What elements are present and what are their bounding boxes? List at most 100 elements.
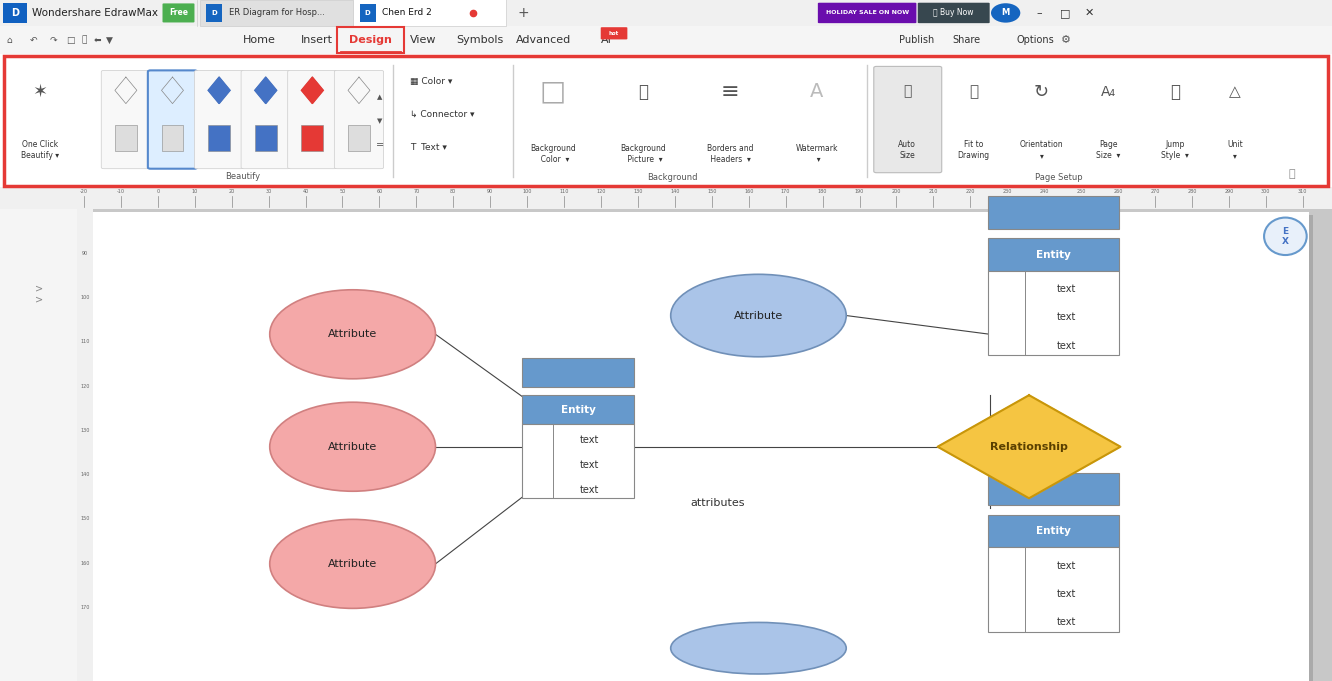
Text: 170: 170 [80, 605, 91, 610]
Bar [0, 26, 1332, 54]
Ellipse shape [270, 290, 436, 379]
Bar [988, 515, 1119, 548]
Text: 40: 40 [302, 189, 309, 193]
Text: △: △ [1229, 84, 1240, 99]
Bar [0, 54, 1332, 187]
Bar [4, 56, 1328, 186]
Text: 210: 210 [928, 189, 938, 193]
Text: 🛒 Buy Now: 🛒 Buy Now [934, 8, 974, 18]
Ellipse shape [991, 3, 1020, 22]
Text: 250: 250 [1076, 189, 1086, 193]
Text: 290: 290 [1224, 189, 1233, 193]
Text: Background: Background [647, 173, 698, 182]
FancyBboxPatch shape [163, 3, 194, 22]
Text: A: A [810, 82, 823, 101]
Text: text: text [1056, 617, 1076, 627]
Text: 60: 60 [376, 189, 382, 193]
Text: >
>: > > [35, 283, 43, 305]
Text: 170: 170 [781, 189, 790, 193]
Bar [988, 196, 1119, 229]
Text: 120: 120 [80, 383, 91, 389]
Text: T  Text ▾: T Text ▾ [410, 143, 448, 152]
Text: Share: Share [952, 35, 980, 45]
Text: ⤒: ⤒ [1169, 82, 1180, 101]
Text: 20: 20 [229, 189, 234, 193]
Text: Attribute: Attribute [328, 442, 377, 452]
Text: Background
 Picture  ▾: Background Picture ▾ [621, 144, 666, 163]
Text: One Click
Beautify ▾: One Click Beautify ▾ [21, 140, 59, 160]
Ellipse shape [671, 622, 846, 674]
Bar [93, 209, 1332, 681]
Text: ⛶: ⛶ [970, 84, 978, 99]
Bar [988, 238, 1119, 271]
Bar [0, 0, 1332, 26]
Text: Background
  Color  ▾: Background Color ▾ [530, 144, 575, 163]
Bar [77, 209, 93, 681]
Text: ↻: ↻ [1034, 82, 1050, 101]
FancyBboxPatch shape [334, 70, 384, 169]
Text: 190: 190 [855, 189, 864, 193]
Text: Attribute: Attribute [328, 330, 377, 339]
Text: Symbols: Symbols [456, 35, 503, 45]
Text: D: D [11, 8, 19, 18]
Text: Jump
Style  ▾: Jump Style ▾ [1162, 140, 1188, 160]
FancyBboxPatch shape [241, 70, 290, 169]
Text: Design: Design [349, 35, 392, 45]
Text: 150: 150 [80, 516, 91, 522]
FancyBboxPatch shape [601, 27, 627, 39]
Text: 220: 220 [966, 189, 975, 193]
Text: –: – [1036, 8, 1042, 18]
FancyBboxPatch shape [874, 67, 942, 173]
Text: 90: 90 [83, 251, 88, 256]
Text: Chen Erd 2: Chen Erd 2 [382, 8, 432, 18]
Text: +: + [518, 6, 529, 20]
Text: ▼: ▼ [105, 35, 113, 45]
Text: 230: 230 [1003, 189, 1012, 193]
Text: 50: 50 [340, 189, 345, 193]
Text: Unit
▾: Unit ▾ [1227, 140, 1243, 160]
Text: ↶: ↶ [29, 35, 37, 45]
Bar [522, 395, 634, 424]
Text: 90: 90 [488, 189, 493, 193]
Text: 160: 160 [80, 560, 91, 566]
Text: View: View [410, 35, 437, 45]
Text: 260: 260 [1114, 189, 1123, 193]
Text: Relationship: Relationship [990, 442, 1068, 452]
Ellipse shape [1264, 218, 1307, 255]
Text: Options: Options [1016, 35, 1054, 45]
Bar [360, 4, 376, 22]
Text: ER Diagram for Hosp...: ER Diagram for Hosp... [229, 8, 325, 18]
Text: ↳ Connector ▾: ↳ Connector ▾ [410, 110, 474, 118]
Text: 180: 180 [818, 189, 827, 193]
Text: Home: Home [244, 35, 276, 45]
Text: Insert: Insert [301, 35, 333, 45]
Ellipse shape [671, 274, 846, 357]
Bar [348, 125, 370, 151]
Text: ⤢: ⤢ [1289, 170, 1295, 179]
Text: ▲: ▲ [377, 94, 382, 100]
Text: 30: 30 [265, 189, 272, 193]
Text: Fit to
Drawing: Fit to Drawing [958, 140, 990, 160]
Text: 150: 150 [707, 189, 717, 193]
Bar [988, 473, 1119, 505]
Text: E
X: E X [1281, 227, 1289, 246]
FancyBboxPatch shape [918, 3, 990, 23]
Text: text: text [1056, 284, 1076, 294]
Text: text: text [579, 435, 599, 445]
Text: Page Setup: Page Setup [1035, 173, 1083, 182]
FancyBboxPatch shape [288, 70, 337, 169]
Text: D: D [212, 10, 217, 16]
Text: text: text [1056, 340, 1076, 351]
Text: 130: 130 [633, 189, 642, 193]
Bar [988, 548, 1119, 632]
Text: text: text [1056, 589, 1076, 599]
Text: HOLIDAY SALE ON NOW: HOLIDAY SALE ON NOW [826, 10, 908, 16]
Text: Auto
Size: Auto Size [898, 140, 916, 160]
Ellipse shape [270, 520, 436, 608]
Bar [0, 187, 1332, 209]
FancyBboxPatch shape [148, 70, 197, 169]
Text: text: text [1056, 560, 1076, 571]
Bar [161, 125, 184, 151]
Text: ⬅: ⬅ [93, 35, 101, 45]
Text: ⎙: ⎙ [81, 35, 87, 45]
